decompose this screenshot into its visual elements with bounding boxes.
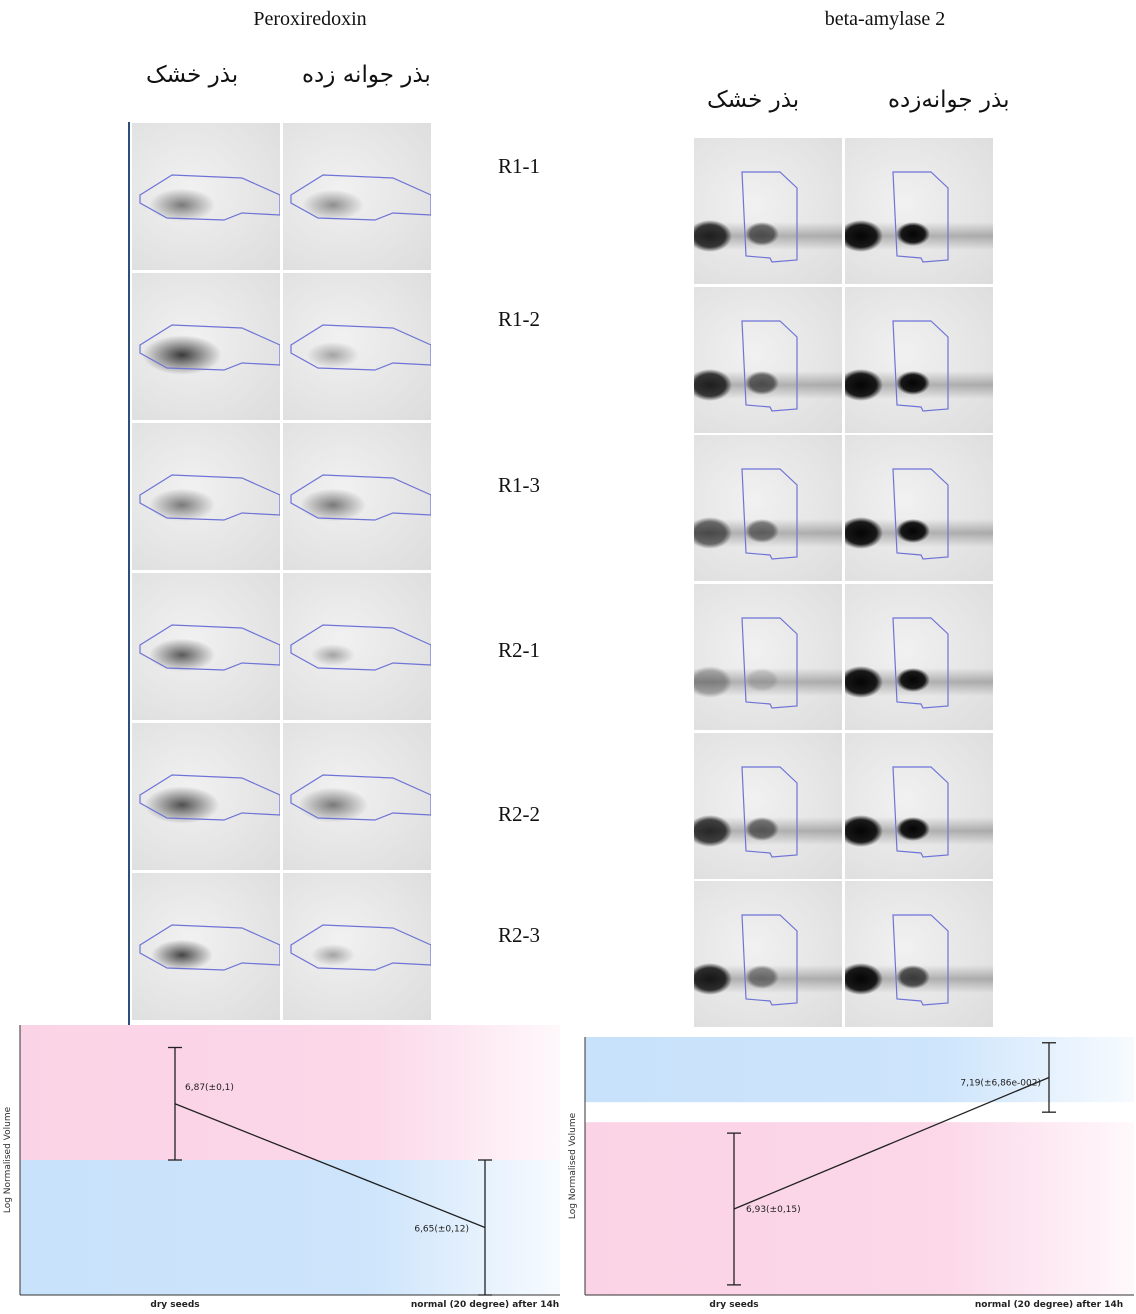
peroxiredoxin-gel-image [132, 423, 280, 570]
beta-amylase-gel-image [694, 138, 842, 284]
peroxiredoxin-gel-image [283, 723, 431, 870]
replicate-label: R1-3 [498, 473, 540, 497]
beta-amylase-gel-image [694, 881, 842, 1027]
replicate-label: R2-2 [498, 802, 540, 826]
right-col-dry-label: بذر خشک [707, 87, 800, 113]
error-bar [478, 1159, 492, 1296]
beta-amylase-gel-image [694, 584, 842, 730]
data-label: 6,65(±0,12) [414, 1225, 469, 1235]
x-tick-label: dry seeds [709, 1300, 758, 1309]
replicate-label: R2-1 [498, 638, 540, 662]
beta-amylase-gel-image [845, 881, 993, 1027]
right-col-germ-label: بذر جوانه‌زده [888, 87, 1010, 113]
series-line [174, 1103, 486, 1229]
data-label: 6,87(±0,1) [185, 1083, 234, 1093]
left-col-dry-label: بذر خشک [146, 62, 239, 88]
data-label: 7,19(±6,86e-002) [960, 1078, 1041, 1088]
peroxiredoxin-gel-image [132, 723, 280, 870]
error-bar [168, 1046, 182, 1161]
replicate-label: R1-1 [498, 154, 540, 178]
error-bar [727, 1132, 741, 1286]
x-tick-label: normal (20 degree) after 14h [975, 1300, 1123, 1309]
replicate-label: R1-2 [498, 307, 540, 331]
peroxiredoxin-gel-image [283, 573, 431, 720]
beta-amylase-expression-chart: 6,93(±0,15) dry seeds 7,19(±6,86e-002) norm… [566, 1025, 1136, 1310]
y-axis-label: Log Normalised Volume [3, 1106, 13, 1213]
peroxiredoxin-gel-image [283, 423, 431, 570]
beta-amylase-gel-image [694, 435, 842, 581]
replicate-label: R2-3 [498, 923, 540, 947]
beta-amylase-gel-image [694, 733, 842, 879]
peroxiredoxin-gel-image [283, 123, 431, 270]
panel-divider-line [128, 122, 130, 1025]
left-col-germ-label: بذر جوانه زده [302, 62, 431, 88]
x-tick-label: normal (20 degree) after 14h [411, 1300, 559, 1309]
data-label: 6,93(±0,15) [746, 1205, 801, 1215]
peroxiredoxin-gel-image [132, 123, 280, 270]
peroxiredoxin-gel-image [132, 273, 280, 420]
error-bar [1042, 1042, 1056, 1113]
left-panel-title: Peroxiredoxin [253, 8, 367, 30]
beta-amylase-gel-image [694, 287, 842, 433]
beta-amylase-gel-image [845, 138, 993, 284]
peroxiredoxin-gel-image [132, 873, 280, 1020]
beta-amylase-gel-image [845, 733, 993, 879]
right-panel-title: beta-amylase 2 [824, 8, 946, 30]
beta-amylase-gel-image [845, 435, 993, 581]
beta-amylase-gel-image [845, 584, 993, 730]
peroxiredoxin-expression-chart: 6,87(±0,1) dry seeds 6,65(±0,12) normal (20… [0, 1025, 566, 1310]
peroxiredoxin-gel-image [283, 273, 431, 420]
x-tick-label: dry seeds [150, 1300, 199, 1309]
peroxiredoxin-gel-image [283, 873, 431, 1020]
peroxiredoxin-gel-image [132, 573, 280, 720]
beta-amylase-gel-image [845, 287, 993, 433]
y-axis-label: Log Normalised Volume [568, 1112, 578, 1219]
series-line [733, 1076, 1050, 1210]
